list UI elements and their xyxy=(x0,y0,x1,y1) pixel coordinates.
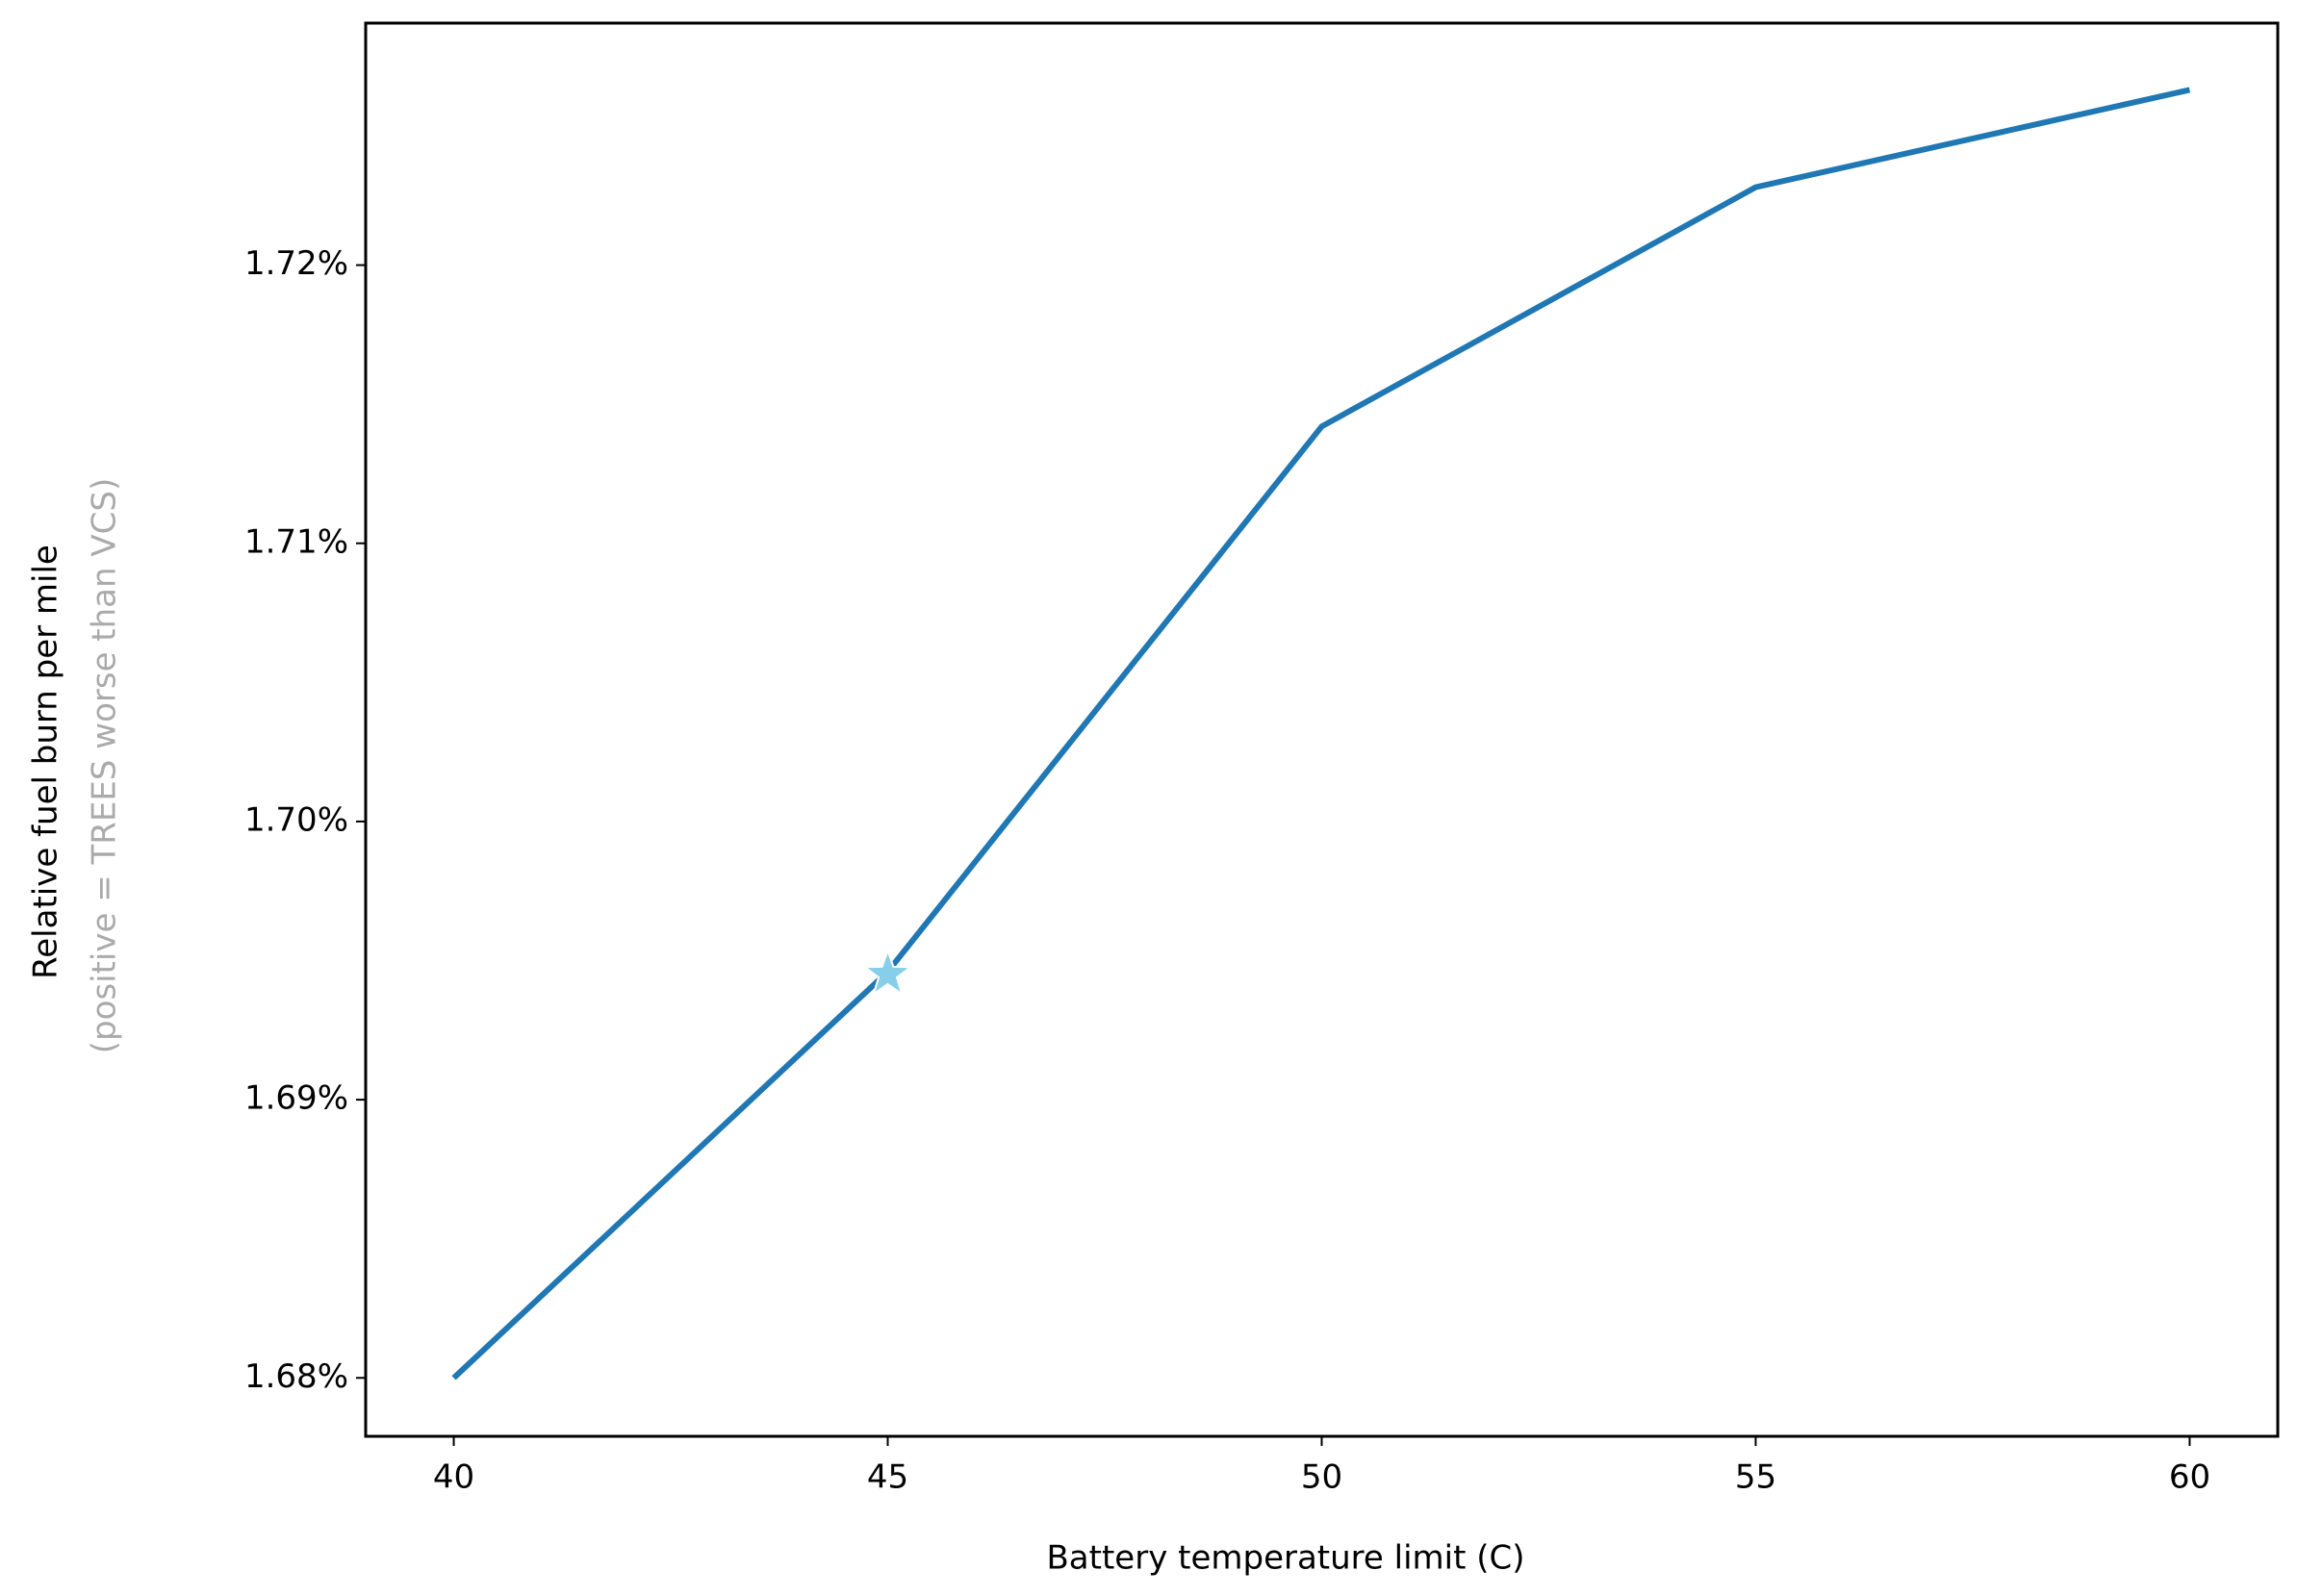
x-tick-label: 60 xyxy=(2169,1458,2210,1497)
y-tick-label: 1.72% xyxy=(244,244,348,283)
plot-frame xyxy=(364,21,2280,1438)
y-axis-note: (positive = TREES worse than VCS) xyxy=(86,478,124,1053)
y-tick-label: 1.71% xyxy=(244,522,348,561)
x-tick-label: 55 xyxy=(1735,1458,1776,1497)
y-tick-label: 1.68% xyxy=(244,1357,348,1396)
y-tick-label: 1.70% xyxy=(244,800,348,839)
x-tick-label: 50 xyxy=(1301,1458,1342,1497)
x-tick-label: 40 xyxy=(433,1458,474,1497)
x-axis-label: Battery temperature limit (C) xyxy=(1046,1539,1524,1578)
highlight-star xyxy=(861,947,914,997)
line-series xyxy=(451,87,2191,1381)
x-tick-label: 45 xyxy=(867,1458,908,1497)
y-axis-label: Relative fuel burn per mile xyxy=(27,545,65,979)
y-tick-label: 1.69% xyxy=(244,1079,348,1118)
